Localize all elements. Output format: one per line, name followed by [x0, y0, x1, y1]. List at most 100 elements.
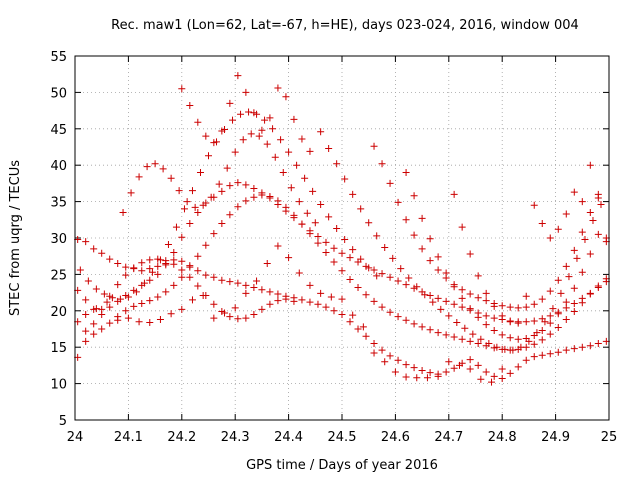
data-point [509, 346, 517, 354]
data-point [274, 297, 282, 305]
data-point [290, 211, 298, 219]
y-axis: 5 10 15 20 25 30 35 40 45 50 55 [50, 50, 609, 429]
data-point [469, 330, 477, 338]
data-point [250, 193, 258, 201]
data-point [116, 295, 124, 303]
y-tick-label: 40 [50, 159, 67, 174]
data-point [386, 179, 394, 187]
data-point [122, 263, 130, 271]
data-point [461, 324, 469, 332]
x-tick-label: 24.6 [381, 430, 410, 445]
data-point [570, 246, 578, 254]
data-point [418, 366, 426, 374]
data-point [453, 318, 461, 326]
data-point [338, 310, 346, 318]
data-point [501, 345, 509, 353]
data-point [445, 312, 453, 320]
data-point [317, 289, 325, 297]
data-point [218, 187, 226, 195]
data-point [82, 337, 90, 345]
data-point [146, 265, 154, 273]
data-point [314, 233, 322, 241]
data-point [274, 290, 282, 298]
data-point [434, 266, 442, 274]
data-point [164, 241, 172, 249]
data-point [258, 126, 266, 134]
data-point [199, 201, 207, 209]
data-point [226, 211, 234, 219]
x-tick-label: 24.9 [541, 430, 570, 445]
data-point [386, 273, 394, 281]
data-point [458, 286, 466, 294]
data-point [84, 277, 92, 285]
data-point [148, 268, 156, 276]
data-point [188, 187, 196, 195]
data-point [426, 292, 434, 300]
data-point [226, 313, 234, 321]
data-point [106, 303, 114, 311]
data-point [365, 264, 373, 272]
data-point [594, 194, 602, 202]
data-point [122, 307, 130, 315]
data-point [565, 273, 573, 281]
data-point [306, 230, 314, 238]
data-point [178, 266, 186, 274]
data-point [514, 335, 522, 343]
x-tick-label: 24.1 [114, 430, 143, 445]
data-point [506, 303, 514, 311]
data-point [554, 276, 562, 284]
data-point [92, 305, 100, 313]
data-point [172, 223, 180, 231]
data-point [274, 84, 282, 92]
data-point [82, 238, 90, 246]
data-point [426, 326, 434, 334]
data-point [378, 303, 386, 311]
data-point [306, 281, 314, 289]
data-point [349, 311, 357, 319]
data-point [242, 314, 250, 322]
data-point [306, 147, 314, 155]
data-point [229, 116, 237, 124]
data-point [394, 356, 402, 364]
data-point [482, 289, 490, 297]
data-point [178, 233, 186, 241]
data-point [298, 220, 306, 228]
data-point [594, 340, 602, 348]
data-point [301, 174, 309, 182]
data-point [434, 294, 442, 302]
data-point [365, 219, 373, 227]
data-point [450, 283, 458, 291]
data-point [194, 252, 202, 260]
data-point [245, 108, 253, 116]
data-point [178, 257, 186, 265]
data-point [140, 279, 148, 287]
data-point [578, 268, 586, 276]
data-point [493, 343, 501, 351]
data-point [132, 288, 140, 296]
data-point [485, 340, 493, 348]
data-point [285, 148, 293, 156]
data-point [426, 369, 434, 377]
data-point [266, 300, 274, 308]
data-point [124, 293, 132, 301]
data-point [106, 319, 114, 327]
data-point [231, 304, 239, 312]
data-point [378, 270, 386, 278]
data-point [154, 262, 162, 270]
data-point [482, 297, 490, 305]
data-point [154, 270, 162, 278]
data-point [114, 281, 122, 289]
data-point [477, 335, 485, 343]
data-point [389, 254, 397, 262]
data-point [322, 249, 330, 257]
data-point [338, 267, 346, 275]
data-point [295, 198, 303, 206]
data-point [333, 160, 341, 168]
data-point [138, 300, 146, 308]
data-point [194, 282, 202, 290]
data-point [327, 293, 335, 301]
data-point [538, 351, 546, 359]
data-point [562, 316, 570, 324]
data-point [124, 314, 132, 322]
data-point [325, 213, 333, 221]
